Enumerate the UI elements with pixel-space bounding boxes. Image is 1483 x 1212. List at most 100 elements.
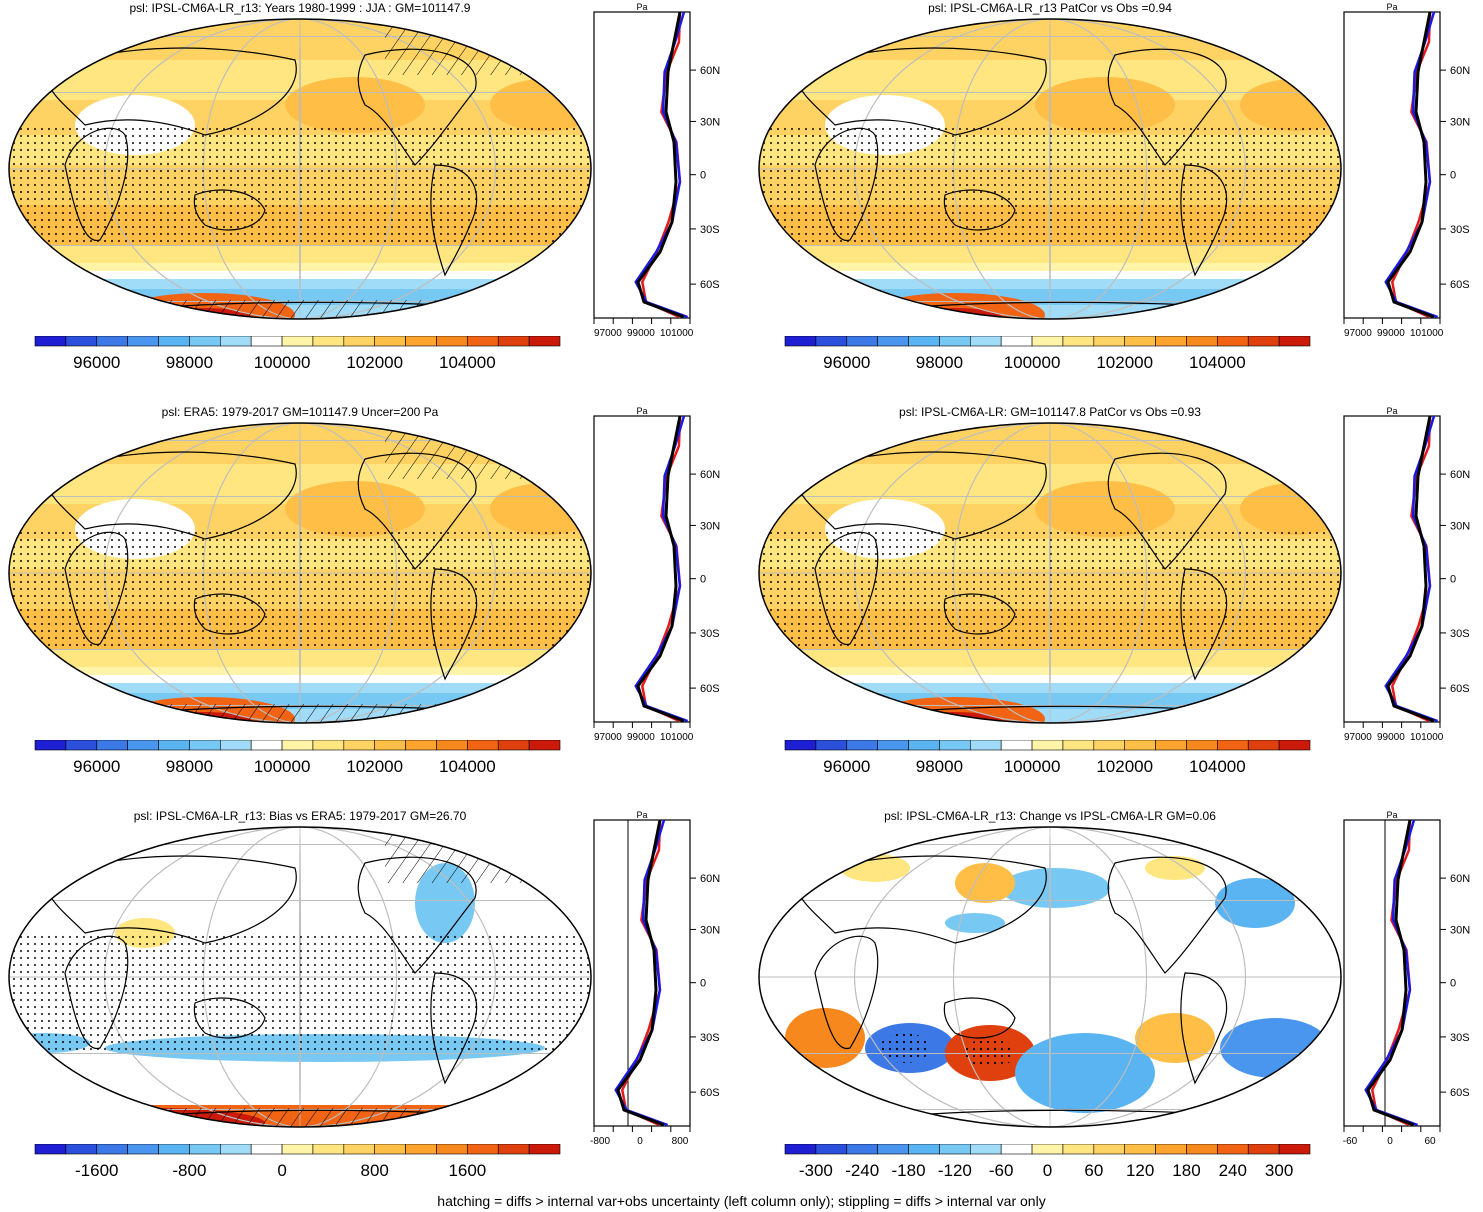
- colorbar-label: 104000: [1189, 353, 1246, 372]
- lat-label: 0: [1450, 978, 1456, 990]
- profile-unit: Pa: [636, 2, 647, 12]
- colorbar-swatch: [1124, 336, 1156, 347]
- x-label: 60: [1424, 1136, 1436, 1147]
- lat-label: 30N: [700, 924, 720, 936]
- x-label: 101000: [1410, 328, 1444, 339]
- profile-plot: [1343, 11, 1441, 319]
- colorbar-swatch: [1124, 740, 1156, 751]
- colorbar-swatch: [158, 336, 190, 347]
- colorbar-swatch: [784, 1144, 817, 1155]
- anomaly-blob: [955, 863, 1015, 903]
- profile-line: [636, 415, 685, 723]
- x-label: 800: [672, 1136, 689, 1147]
- profile-line: [634, 11, 689, 319]
- profile-plot: [593, 819, 691, 1127]
- colorbar-label: 96000: [823, 353, 870, 372]
- colorbar-swatch: [939, 336, 971, 347]
- stipple-area: [880, 1033, 930, 1063]
- colorbar-label: 96000: [73, 353, 120, 372]
- colorbar-label: 98000: [166, 353, 213, 372]
- colorbar-swatch: [467, 740, 499, 751]
- colorbar-swatch: [1062, 1144, 1095, 1155]
- colorbar-label: 104000: [439, 353, 496, 372]
- coastline: [1107, 48, 1227, 166]
- colorbar-swatch: [908, 336, 940, 347]
- colorbar-label: 1600: [448, 1161, 486, 1180]
- colorbar-swatch: [877, 1144, 909, 1155]
- coastline: [357, 856, 477, 974]
- profile-frame: [1343, 819, 1441, 1127]
- colorbar-swatch: [1031, 740, 1064, 751]
- map-panel-change: [758, 826, 1342, 1128]
- colorbar-swatch: [96, 1144, 128, 1155]
- colorbar-label: 104000: [1189, 757, 1246, 776]
- colorbar-swatch: [497, 740, 530, 751]
- colorbar-swatch: [250, 740, 283, 751]
- colorbar-swatch: [343, 740, 376, 751]
- colorbar-swatch: [1155, 336, 1187, 347]
- hatch-area: [385, 827, 591, 883]
- profile-line: [1384, 11, 1439, 319]
- x-label: 99000: [627, 732, 655, 743]
- colorbar-swatch: [1031, 336, 1064, 347]
- colorbar-swatch: [1124, 1144, 1156, 1155]
- profile-plot: [593, 415, 691, 723]
- colorbar-swatch: [436, 740, 468, 751]
- colorbar-swatch: [343, 336, 376, 347]
- hatching-stippling-note: hatching = diffs > internal var+obs unce…: [437, 1193, 1046, 1209]
- colorbar-swatch: [1000, 1144, 1033, 1155]
- colorbar-swatch: [158, 740, 190, 751]
- colorbar-label: 98000: [166, 757, 213, 776]
- profile-unit: Pa: [1386, 810, 1397, 820]
- profile-unit: Pa: [636, 406, 647, 416]
- x-label: 97000: [594, 732, 622, 743]
- lat-label: 30S: [700, 1032, 720, 1044]
- coastline: [943, 997, 1016, 1039]
- coastline: [943, 593, 1016, 635]
- colorbar-swatch: [1031, 1144, 1064, 1155]
- colorbar-change: -300 -240 -180 -120 -60 0 60 120 180 240 300: [784, 1144, 1311, 1180]
- colorbar-swatch: [312, 740, 345, 751]
- colorbar-swatch: [312, 1144, 345, 1155]
- colorbar-swatch: [1278, 336, 1311, 347]
- coastline: [64, 935, 129, 1050]
- lat-label: 60N: [700, 469, 720, 481]
- colorbar-swatch: [1062, 336, 1095, 347]
- coastline: [64, 127, 129, 242]
- profile-frame: [1343, 11, 1441, 319]
- lat-label: 0: [700, 574, 706, 586]
- panel-title-4: psl: IPSL-CM6A-LR: GM=101147.8 PatCor vs…: [899, 405, 1201, 419]
- x-label: -800: [590, 1136, 610, 1147]
- coastline: [357, 48, 477, 166]
- anomaly-blob: [1000, 868, 1110, 908]
- coastline: [1107, 856, 1227, 974]
- coastline: [357, 452, 477, 570]
- coastline: [430, 164, 478, 277]
- colorbar-label: 102000: [1096, 353, 1153, 372]
- colorbar-swatch: [189, 336, 221, 347]
- colorbar-swatch: [1217, 1144, 1249, 1155]
- north-pacific-high: [285, 77, 425, 133]
- lat-label: 60N: [1450, 65, 1470, 77]
- profile-plot: [1343, 819, 1441, 1127]
- colorbar-swatch: [815, 740, 848, 751]
- colorbar-label: -180: [892, 1161, 926, 1180]
- coastline: [794, 47, 1047, 136]
- colorbar-swatch: [969, 1144, 1002, 1155]
- panel-title-1: psl: IPSL-CM6A-LR_r13: Years 1980-1999 :…: [129, 1, 471, 15]
- x-label: 99000: [627, 328, 655, 339]
- colorbar-label: 300: [1265, 1161, 1293, 1180]
- anomaly-blob: [1220, 1018, 1330, 1078]
- colorbar-swatch: [1186, 1144, 1218, 1155]
- north-pacific-high: [1035, 481, 1175, 537]
- profile-line: [1384, 415, 1439, 723]
- colorbar-swatch: [189, 740, 221, 751]
- coastline: [794, 855, 1047, 944]
- colorbar-swatch: [1000, 740, 1033, 751]
- map-panel-ensemble-climatology: [758, 422, 1342, 724]
- colorbar-swatch: [250, 336, 283, 347]
- profile-line: [1386, 415, 1435, 723]
- colorbar-swatch: [908, 1144, 940, 1155]
- colorbar-label: 180: [1172, 1161, 1200, 1180]
- coastline: [430, 972, 478, 1085]
